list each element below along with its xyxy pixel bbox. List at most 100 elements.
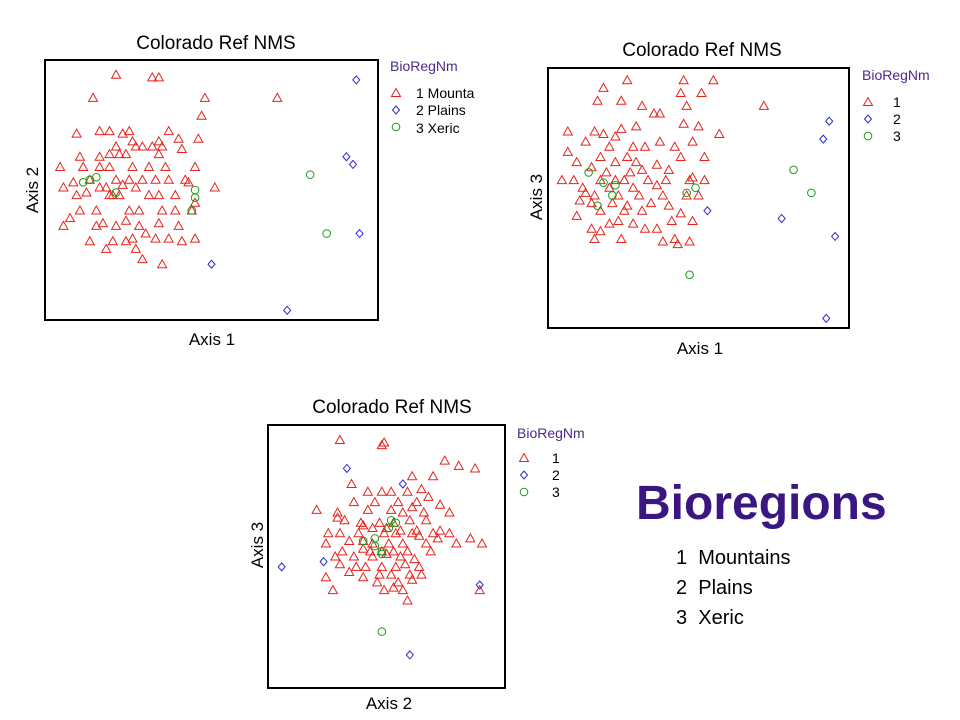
plot2-legend-entry-3: 3: [893, 128, 901, 144]
point-triangle: [378, 527, 390, 538]
point-triangle: [385, 569, 397, 579]
point-triangle: [348, 496, 360, 507]
point-triangle: [404, 569, 416, 579]
point-triangle: [687, 215, 698, 226]
point-triangle: [127, 135, 138, 146]
plot1-ylabel: Axis 2: [23, 167, 42, 213]
point-triangle: [71, 128, 82, 138]
point-triangle: [189, 233, 201, 243]
point-triangle: [678, 74, 690, 85]
point-triangle: [627, 182, 639, 192]
point-triangle: [589, 233, 600, 243]
point-triangle: [107, 235, 119, 246]
plot3-frame: [267, 424, 506, 689]
point-triangle: [320, 538, 332, 548]
point-triangle: [425, 545, 437, 556]
point-triangle: [74, 204, 86, 215]
point-triangle: [621, 200, 633, 210]
legend-diamond-icon: [519, 470, 529, 480]
point-circle: [584, 168, 593, 177]
point-triangle: [196, 110, 207, 120]
point-triangle: [651, 179, 663, 190]
point-triangle: [636, 164, 648, 174]
plot3-marks: [277, 434, 488, 660]
point-triangle: [160, 161, 171, 171]
point-triangle: [77, 161, 89, 171]
point-circle: [807, 188, 816, 198]
bioregion-label: Plains: [698, 577, 753, 599]
point-triangle: [604, 218, 615, 228]
bioregion-number: 2: [676, 577, 688, 599]
point-triangle: [334, 434, 346, 444]
point-triangle: [654, 108, 666, 118]
bioregions-list: 1 Mountains 2 Plains 3 Xeric: [676, 543, 791, 633]
point-triangle: [163, 174, 175, 184]
point-triangle: [648, 108, 660, 118]
point-diamond: [342, 151, 351, 162]
point-triangle: [179, 174, 191, 184]
point-circle: [682, 188, 691, 198]
plot3-legend: BioRegNm 1 2 3: [517, 425, 585, 500]
point-triangle: [621, 151, 633, 162]
point-triangle: [130, 243, 142, 253]
point-triangle: [618, 174, 630, 185]
point-diamond: [348, 159, 358, 170]
point-triangle: [399, 558, 411, 569]
point-triangle: [580, 187, 591, 197]
point-triangle: [444, 506, 455, 517]
point-triangle: [758, 100, 770, 110]
point-triangle: [143, 161, 155, 171]
point-diamond: [830, 231, 840, 242]
point-triangle: [334, 558, 346, 569]
plot2-frame: [547, 67, 850, 329]
point-circle: [92, 172, 101, 182]
point-diamond: [342, 463, 352, 474]
point-triangle: [624, 166, 636, 177]
point-triangle: [357, 571, 369, 582]
point-triangle: [696, 87, 707, 98]
point-triangle: [630, 120, 642, 131]
plot-axis2-axis3: Colorado Ref NMS Axis 2 Axis 3 BioRegNm …: [248, 397, 585, 713]
plot3-xlabel: Axis 2: [366, 694, 412, 713]
point-triangle: [713, 128, 725, 138]
point-triangle: [571, 156, 583, 167]
point-triangle: [434, 525, 446, 535]
point-triangle: [601, 166, 612, 177]
point-circle: [599, 178, 608, 187]
point-triangle: [110, 69, 122, 79]
bioregion-label: Mountains: [698, 547, 791, 569]
point-triangle: [140, 228, 152, 238]
plot3-legend-title: BioRegNm: [517, 425, 585, 441]
point-triangle: [669, 233, 681, 243]
bioregion-number: 1: [676, 547, 688, 569]
legend-circle-icon: [863, 131, 873, 141]
point-triangle: [404, 514, 416, 525]
point-triangle: [678, 118, 690, 128]
point-triangle: [633, 189, 645, 200]
point-triangle: [156, 258, 168, 269]
point-circle: [190, 185, 200, 195]
point-triangle: [362, 504, 374, 514]
plot1-frame: [44, 59, 379, 321]
point-circle: [386, 515, 396, 525]
bioregion-item-mountains: 1 Mountains: [676, 543, 791, 573]
point-circle: [377, 627, 387, 636]
point-triangle: [636, 100, 648, 110]
point-triangle: [592, 95, 603, 105]
point-triangle: [586, 223, 597, 233]
point-circle: [384, 523, 394, 533]
point-triangle: [123, 125, 135, 136]
point-triangle: [355, 517, 367, 527]
plot2-ylabel: Axis 3: [527, 174, 546, 220]
point-circle: [611, 180, 620, 190]
plot-axis1-axis2: Colorado Ref NMS Axis 1 Axis 2 BioRegNm …: [23, 33, 475, 349]
point-diamond: [207, 259, 216, 269]
point-triangle: [156, 140, 168, 151]
point-triangle: [369, 496, 381, 507]
point-triangle: [94, 181, 105, 192]
point-triangle: [367, 538, 378, 548]
plot1-title: Colorado Ref NMS: [136, 33, 295, 54]
point-triangle: [580, 136, 591, 146]
point-circle: [691, 183, 700, 193]
point-triangle: [133, 220, 145, 230]
